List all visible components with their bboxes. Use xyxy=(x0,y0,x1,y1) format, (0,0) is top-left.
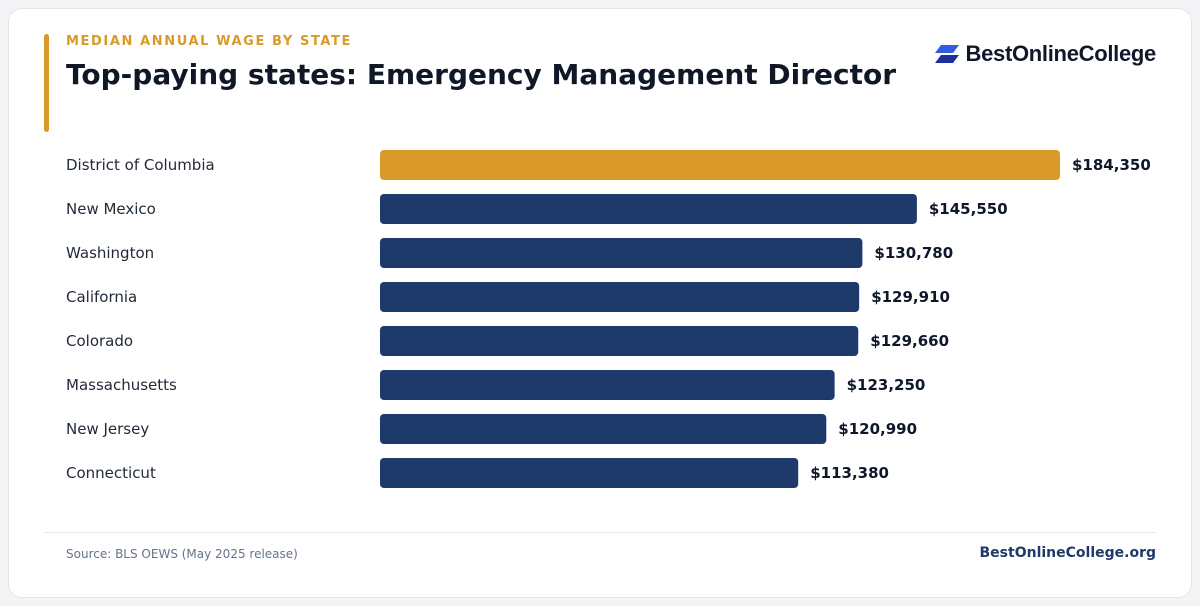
bar[interactable] xyxy=(380,370,835,400)
brand-logo[interactable]: BestOnlineCollege xyxy=(934,40,1157,68)
category-label: New Jersey xyxy=(66,420,149,438)
value-label: $145,550 xyxy=(929,200,1008,218)
category-label: New Mexico xyxy=(66,200,156,218)
category-label: Massachusetts xyxy=(66,376,177,394)
bar[interactable] xyxy=(380,238,863,268)
header-accent-bar xyxy=(44,34,49,132)
value-label: $120,990 xyxy=(838,420,917,438)
bar[interactable] xyxy=(380,150,1060,180)
chart-title: Top-paying states: Emergency Management … xyxy=(66,58,897,91)
bar[interactable] xyxy=(380,458,799,488)
category-label: Connecticut xyxy=(66,464,156,482)
footer-site-link[interactable]: BestOnlineCollege.org xyxy=(979,545,1156,561)
source-note: Source: BLS OEWS (May 2025 release) xyxy=(66,547,298,561)
value-label: $129,910 xyxy=(871,288,950,306)
value-label: $113,380 xyxy=(810,464,889,482)
category-label: California xyxy=(66,288,137,306)
chart-eyebrow: MEDIAN ANNUAL WAGE BY STATE xyxy=(66,34,353,49)
value-label: $129,660 xyxy=(870,332,949,350)
category-label: Washington xyxy=(66,244,154,262)
bar[interactable] xyxy=(380,326,859,356)
bar[interactable] xyxy=(380,282,860,312)
bar[interactable] xyxy=(380,414,827,444)
category-label: Colorado xyxy=(66,332,133,350)
stacked-parallelogram-logo-icon xyxy=(934,45,959,63)
category-label: District of Columbia xyxy=(66,156,215,174)
value-label: $184,350 xyxy=(1072,156,1151,174)
logo-text: BestOnlineCollege xyxy=(965,41,1157,66)
value-label: $130,780 xyxy=(874,244,953,262)
value-label: $123,250 xyxy=(847,376,926,394)
bar[interactable] xyxy=(380,194,917,224)
footer-divider xyxy=(44,532,1156,533)
